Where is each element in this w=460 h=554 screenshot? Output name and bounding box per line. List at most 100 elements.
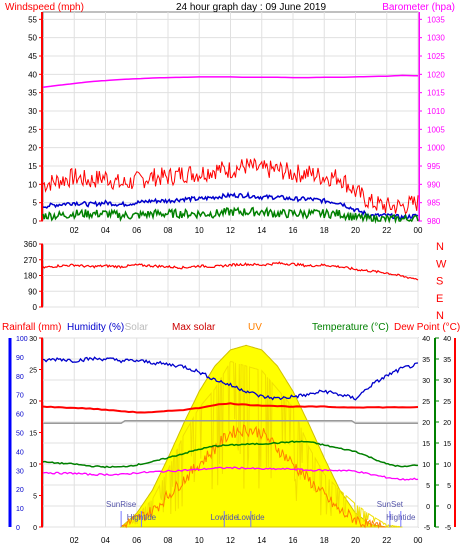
wind-axis-title: Windspeed (mph) [5,2,84,13]
wind-tick-label: 35 [28,89,37,98]
direction-tick-label: 180 [24,272,38,281]
weather-x-tick-label: 00 [414,536,423,545]
humidity-series [42,356,419,401]
baro-tick-label: 1000 [427,144,445,153]
wind-gust-series [42,157,419,215]
direction-series [42,261,419,281]
dewpoint-label: Dew Point (°C) [394,322,460,333]
humidity-tick-label: 90 [16,355,24,362]
temperature-series [42,440,418,469]
compass-label: S [436,276,443,288]
barometer-series [42,74,419,88]
wind-x-tick-label: 22 [382,226,391,235]
solar-label: Solar [125,322,149,333]
wind-average-series [42,191,419,221]
wind-tick-label: 10 [28,180,37,189]
event-label: Lowtide [237,513,265,522]
rainfall-label: Rainfall (mm) [2,322,61,333]
baro-tick-label: 1035 [427,15,445,24]
weather-x-tick-label: 20 [351,536,360,545]
event-label: Hightide [386,513,416,522]
weather-x-tick-label: 18 [320,536,329,545]
temperature-tick-label: 5 [426,483,430,490]
uv-label: UV [248,322,262,333]
humidity-tick-label: 30 [16,468,24,475]
wind-x-tick-label: 06 [132,226,141,235]
dewpoint-series [42,466,419,481]
humidity-tick-label: 50 [16,431,24,438]
temperature-tick-label: 25 [422,399,430,406]
temperature-tick-label: 40 [422,336,430,343]
event-label: SunSet [377,500,404,509]
dewpoint-tick-label: 5 [447,483,451,490]
weather-x-tick-label: 04 [101,536,110,545]
weather-x-tick-label: 06 [132,536,141,545]
max-solar-label: Max solar [172,322,216,333]
solar-baseline-series [43,419,418,425]
wind-x-tick-label: 20 [351,226,360,235]
wind-tick-label: 30 [28,107,37,116]
compass-label: N [436,241,444,253]
temperature-tick-label: 15 [422,441,430,448]
humidity-tick-label: 20 [16,487,24,494]
wind-x-tick-label: 04 [101,226,110,235]
humidity-label: Humidity (%) [67,322,124,333]
dewpoint-tick-label: 35 [443,357,451,364]
rain-tick-label: 30 [29,336,37,343]
rain-tick-label: 15 [29,431,37,438]
baro-tick-label: 1005 [427,125,445,134]
baro-tick-label: 1030 [427,34,445,43]
humidity-tick-label: 80 [16,374,24,381]
direction-tick-label: 90 [28,287,37,296]
wind-x-tick-label: 12 [226,226,235,235]
wind-tick-label: 55 [28,15,37,24]
humidity-tick-label: 40 [16,449,24,456]
baro-tick-label: 990 [427,180,441,189]
baro-tick-label: 1015 [427,89,445,98]
wind-tick-label: 15 [28,162,37,171]
wind-tick-label: 50 [28,34,37,43]
rain-tick-label: 25 [29,368,37,375]
temperature-tick-label: 30 [422,378,430,385]
event-label: Hightide [127,513,157,522]
humidity-tick-label: 60 [16,412,24,419]
temperature-label: Temperature (°C) [312,322,389,333]
baro-tick-label: 1020 [427,70,445,79]
temperature-tick-label: 10 [422,462,430,469]
humidity-tick-label: 0 [16,525,20,532]
dewpoint-tick-label: 15 [443,441,451,448]
wind-x-tick-label: 10 [195,226,204,235]
weather-x-tick-label: 16 [289,536,298,545]
baro-tick-label: 980 [427,217,441,226]
dewpoint-tick-label: 20 [443,420,451,427]
solar-series [120,360,403,528]
direction-tick-label: 0 [33,303,38,312]
baro-tick-label: 985 [427,199,441,208]
wind-tick-label: 0 [33,217,38,226]
dewpoint-tick-label: 0 [447,504,451,511]
humidity-tick-label: 70 [16,393,24,400]
event-label: Lowtide [210,513,238,522]
baro-axis-title: Barometer (hpa) [382,2,455,13]
wind-tick-label: 40 [28,70,37,79]
wind-x-tick-label: 00 [414,226,423,235]
weather-x-tick-label: 22 [382,536,391,545]
baro-tick-label: 1010 [427,107,445,116]
rain-tick-label: 0 [33,525,37,532]
wind-x-tick-label: 02 [70,226,79,235]
direction-tick-label: 270 [24,256,38,265]
temperature-tick-label: 0 [426,504,430,511]
wind-x-tick-label: 18 [320,226,329,235]
wind-x-tick-label: 14 [257,226,266,235]
compass-label: E [436,293,443,305]
wind-tick-label: 45 [28,52,37,61]
wind-x-tick-label: 16 [289,226,298,235]
weather-x-tick-label: 14 [257,536,266,545]
rain-tick-label: 5 [33,494,37,501]
direction-tick-label: 360 [24,240,38,249]
event-label: SunRise [106,500,137,509]
baro-tick-label: 1025 [427,52,445,61]
baro-tick-label: 995 [427,162,441,171]
compass-label: N [436,310,444,322]
